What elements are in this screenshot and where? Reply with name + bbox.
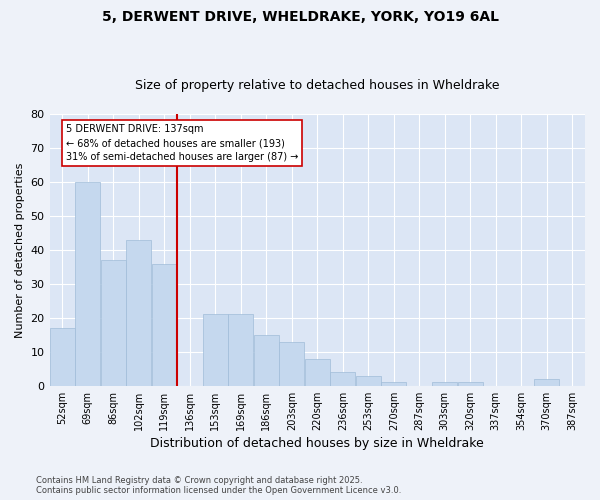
Title: Size of property relative to detached houses in Wheldrake: Size of property relative to detached ho… [135, 79, 500, 92]
X-axis label: Distribution of detached houses by size in Wheldrake: Distribution of detached houses by size … [151, 437, 484, 450]
Bar [254, 335, 278, 386]
Bar [280, 342, 304, 386]
Bar [331, 372, 355, 386]
Bar [229, 314, 253, 386]
Bar [535, 379, 559, 386]
Bar [101, 260, 125, 386]
Bar [382, 382, 406, 386]
Bar [50, 328, 74, 386]
Bar [76, 182, 100, 386]
Bar [458, 382, 482, 386]
Bar [127, 240, 151, 386]
Text: 5 DERWENT DRIVE: 137sqm
← 68% of detached houses are smaller (193)
31% of semi-d: 5 DERWENT DRIVE: 137sqm ← 68% of detache… [66, 124, 298, 162]
Y-axis label: Number of detached properties: Number of detached properties [15, 162, 25, 338]
Bar [203, 314, 227, 386]
Bar [356, 376, 380, 386]
Text: 5, DERWENT DRIVE, WHELDRAKE, YORK, YO19 6AL: 5, DERWENT DRIVE, WHELDRAKE, YORK, YO19 … [101, 10, 499, 24]
Text: Contains HM Land Registry data © Crown copyright and database right 2025.
Contai: Contains HM Land Registry data © Crown c… [36, 476, 401, 495]
Bar [433, 382, 457, 386]
Bar [152, 264, 176, 386]
Bar [305, 358, 329, 386]
